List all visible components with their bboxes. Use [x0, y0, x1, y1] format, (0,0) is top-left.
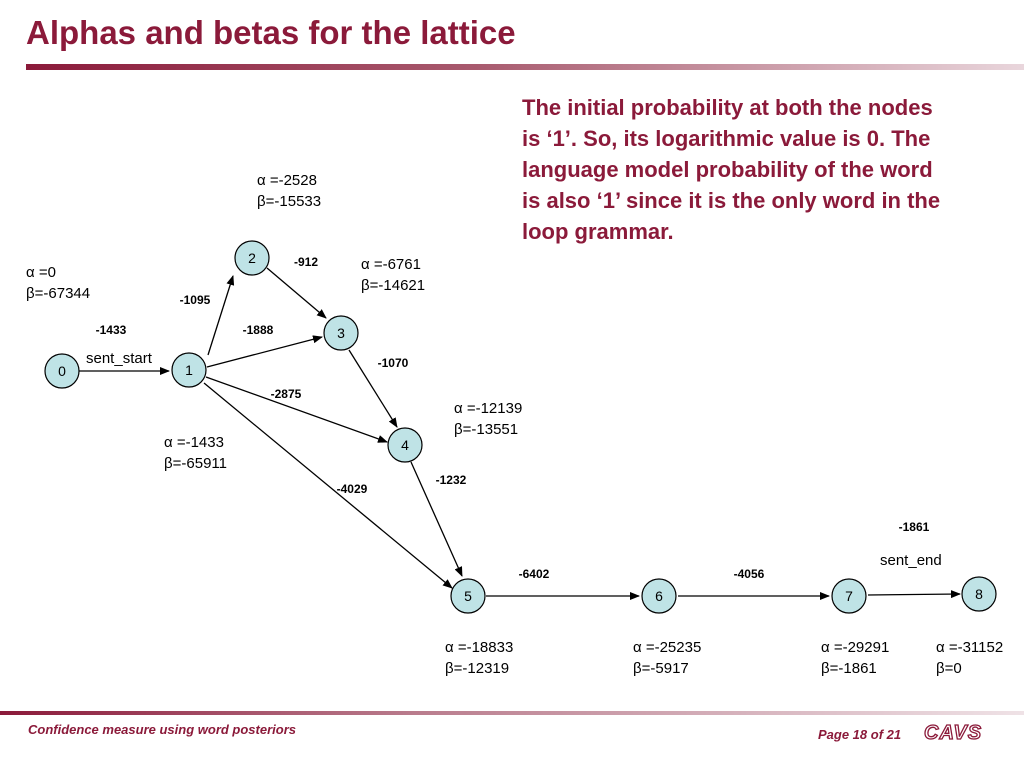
explanation-text: The initial probability at both the node… [522, 95, 941, 244]
weight-2-3: -912 [294, 255, 318, 269]
scores-node-1: α =-1433 β=-65911 [164, 434, 227, 472]
beta-node-4: β=-13551 [454, 421, 518, 438]
arc-label-sent-end: sent_end [880, 552, 942, 569]
slide-title: Alphas and betas for the lattice [26, 14, 516, 51]
arc-4-5 [410, 461, 463, 577]
alpha-node-2: α =-2528 [257, 172, 317, 189]
weight-1-2: -1095 [180, 293, 211, 307]
arc-1-2 [207, 275, 235, 356]
alpha-node-7: α =-29291 [821, 639, 889, 656]
weight-1-4: -2875 [271, 387, 302, 401]
beta-node-0: β=-67344 [26, 285, 90, 302]
alpha-node-8: α =-31152 [936, 639, 1003, 656]
weight-1-5: -4029 [337, 482, 368, 496]
footer-course-title: Confidence measure using word posteriors [28, 722, 296, 737]
scores-node-4: α =-12139 β=-13551 [454, 400, 522, 438]
weight-0-1: -1433 [96, 323, 127, 337]
alpha-node-5: α =-18833 [445, 639, 513, 656]
weight-7-8: -1861 [899, 520, 930, 534]
alpha-node-4: α =-12139 [454, 400, 522, 417]
alpha-node-6: α =-25235 [633, 639, 701, 656]
node-2-label: 2 [248, 250, 256, 266]
scores-node-0: α =0 β=-67344 [26, 264, 90, 302]
arc-7-8 [867, 590, 961, 599]
scores-node-6: α =-25235 β=-5917 [633, 639, 701, 677]
alpha-node-1: α =-1433 [164, 434, 224, 451]
arc-1-3 [206, 335, 323, 368]
cavs-logo: CAVS [923, 721, 983, 744]
beta-node-6: β=-5917 [633, 660, 689, 677]
node-1: 1 [171, 352, 207, 388]
title-divider [26, 64, 1024, 70]
node-8-label: 8 [975, 586, 983, 602]
beta-node-3: β=-14621 [361, 277, 425, 294]
node-6-label: 6 [655, 588, 663, 604]
beta-node-7: β=-1861 [821, 660, 877, 677]
arc-3-4 [348, 349, 398, 428]
beta-node-5: β=-12319 [445, 660, 509, 677]
arc-2-3 [266, 267, 327, 319]
arc-1-5 [203, 382, 453, 589]
weight-4-5: -1232 [436, 473, 467, 487]
arc-label-sent-start: sent_start [86, 350, 153, 367]
node-7-label: 7 [845, 588, 853, 604]
node-1-label: 1 [185, 362, 193, 378]
node-8: 8 [961, 576, 997, 612]
scores-node-2: α =-2528 β=-15533 [257, 172, 321, 210]
node-5: 5 [450, 578, 486, 614]
node-4: 4 [387, 427, 423, 463]
beta-node-1: β=-65911 [164, 455, 227, 472]
scores-node-3: α =-6761 β=-14621 [361, 256, 425, 294]
scores-node-8: α =-31152 β=0 [936, 639, 1003, 677]
beta-node-8: β=0 [936, 660, 962, 677]
weight-1-3: -1888 [243, 323, 274, 337]
node-0: 0 [44, 353, 80, 389]
node-2: 2 [234, 240, 270, 276]
node-5-label: 5 [464, 588, 472, 604]
node-7: 7 [831, 578, 867, 614]
node-3-label: 3 [337, 325, 345, 341]
alpha-node-3: α =-6761 [361, 256, 421, 273]
scores-node-7: α =-29291 β=-1861 [821, 639, 889, 677]
node-6: 6 [641, 578, 677, 614]
weight-6-7: -4056 [734, 567, 765, 581]
weight-5-6: -6402 [519, 567, 550, 581]
beta-node-2: β=-15533 [257, 193, 321, 210]
alpha-node-0: α =0 [26, 264, 56, 281]
arc-1-4 [205, 376, 388, 443]
footer-divider [0, 711, 1024, 715]
node-0-label: 0 [58, 363, 66, 379]
page-number: Page 18 of 21 [818, 727, 902, 742]
node-3: 3 [323, 315, 359, 351]
scores-node-5: α =-18833 β=-12319 [445, 639, 513, 677]
weight-3-4: -1070 [378, 356, 409, 370]
node-4-label: 4 [401, 437, 409, 453]
